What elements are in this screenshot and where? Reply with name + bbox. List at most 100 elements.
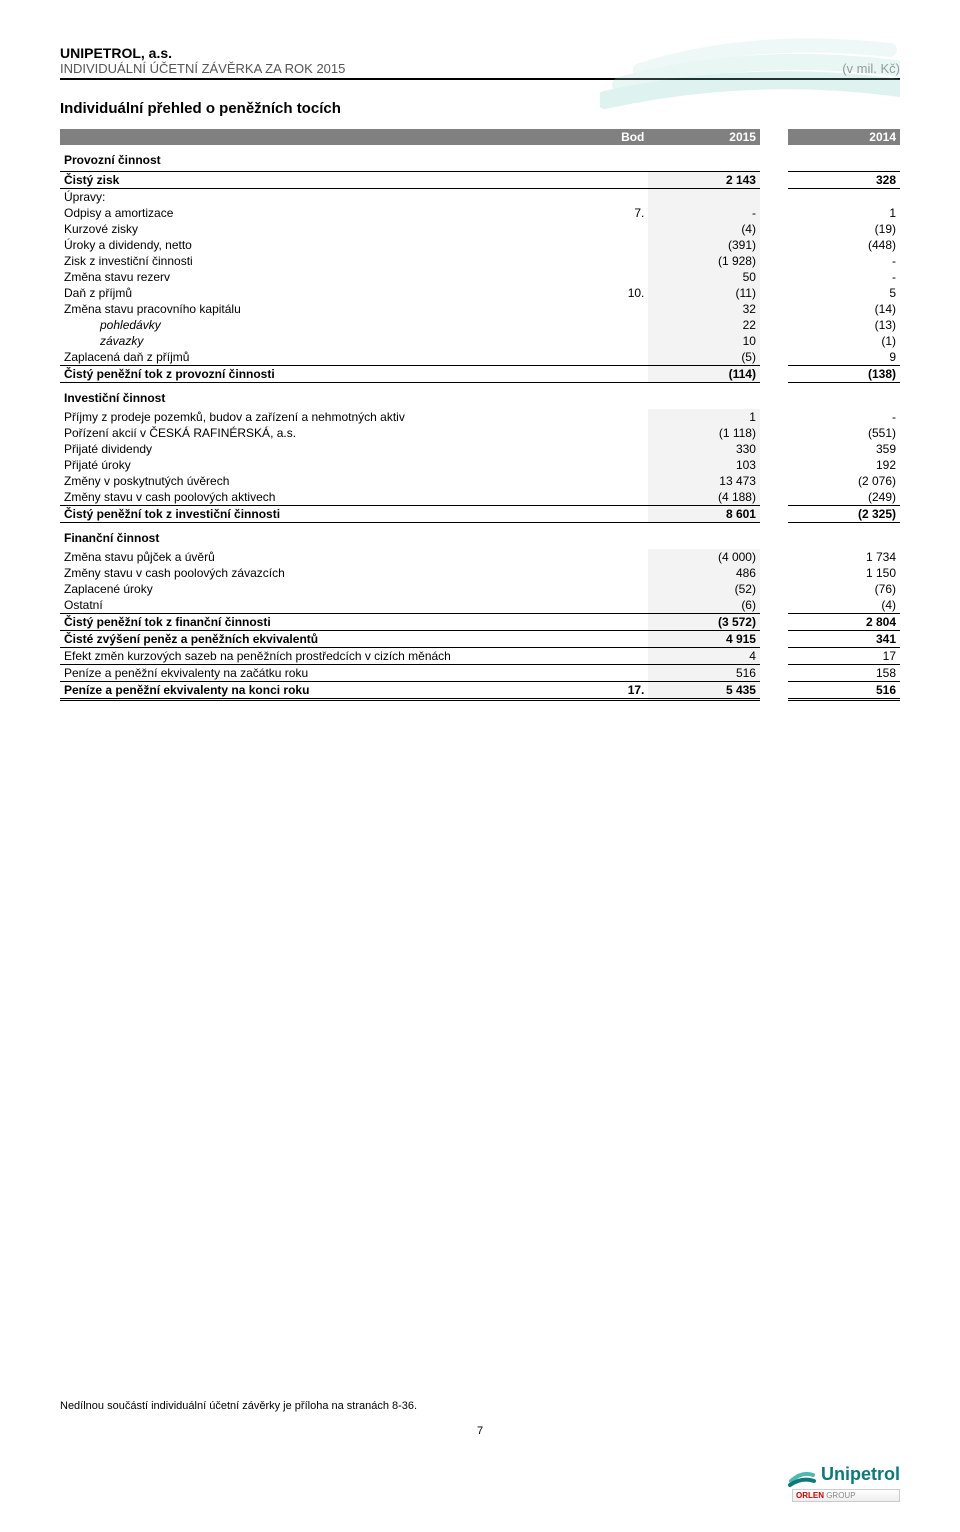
row-bod [588,409,649,425]
row-bod [588,425,649,441]
table-row: Úpravy: [60,189,900,206]
table-row: pohledávky 22 (13) [60,317,900,333]
row-label: Úroky a dividendy, netto [60,237,588,253]
row-2014: 359 [788,441,900,457]
table-row: Čistý peněžní tok z provozní činnosti(11… [60,366,900,383]
row-2014: (13) [788,317,900,333]
row-2015: (5) [648,349,760,366]
row-bod [588,349,649,366]
table-row: Příjmy z prodeje pozemků, budov a zaříze… [60,409,900,425]
table-row: Investiční činnost [60,383,900,410]
table-row: Daň z příjmů10.(11)5 [60,285,900,301]
row-label: Daň z příjmů [60,285,588,301]
row-label: Peníze a peněžní ekvivalenty na začátku … [60,665,588,682]
row-2015: 5 435 [648,682,760,700]
row-2015: 10 [648,333,760,349]
row-label: Kurzové zisky [60,221,588,237]
row-bod [588,301,649,317]
row-2014: 9 [788,349,900,366]
table-row: Změna stavu rezerv50- [60,269,900,285]
row-bod [588,506,649,523]
row-label: Úpravy: [60,189,588,206]
row-2014: (19) [788,221,900,237]
cashflow-table: Bod 2015 2014 Provozní činnostČistý zisk… [60,129,900,701]
row-2015: 4 915 [648,631,760,648]
row-bod [588,549,649,565]
table-row: Čisté zvýšení peněz a peněžních ekvivale… [60,631,900,648]
table-row: Odpisy a amortizace7.-1 [60,205,900,221]
background-logo [600,30,900,110]
row-bod [588,489,649,506]
doc-subtitle: INDIVIDUÁLNÍ ÚČETNÍ ZÁVĚRKA ZA ROK 2015 [60,61,345,76]
row-bod [588,457,649,473]
row-label: Efekt změn kurzových sazeb na peněžních … [60,648,588,665]
row-2015: (11) [648,285,760,301]
row-label: Ostatní [60,597,588,614]
table-row: Úroky a dividendy, netto(391)(448) [60,237,900,253]
row-bod [588,333,649,349]
table-row: Přijaté úroky103192 [60,457,900,473]
row-2015: (114) [648,366,760,383]
row-label: Změna stavu rezerv [60,269,588,285]
row-bod [588,221,649,237]
row-2015 [648,189,760,206]
row-2014: 2 804 [788,614,900,631]
row-2015: (3 572) [648,614,760,631]
row-2014: - [788,409,900,425]
table-row: Pořízení akcií v ČESKÁ RAFINÉRSKÁ, a.s. (… [60,425,900,441]
row-2014: 328 [788,172,900,189]
col-2014-header: 2014 [788,129,900,145]
table-header-row: Bod 2015 2014 [60,129,900,145]
row-bod: 17. [588,682,649,700]
footer-note: Nedílnou součástí individuální účetní zá… [60,1400,417,1412]
row-bod [588,631,649,648]
table-row: Čistý peněžní tok z investiční činnosti8… [60,506,900,523]
row-2015: 4 [648,648,760,665]
row-2014: (249) [788,489,900,506]
table-row: Změna stavu pracovního kapitálu32(14) [60,301,900,317]
row-2014: 1 150 [788,565,900,581]
row-2014: (551) [788,425,900,441]
row-2014: - [788,269,900,285]
row-2015: (6) [648,597,760,614]
row-bod [588,473,649,489]
row-2015: 516 [648,665,760,682]
row-bod [588,366,649,383]
row-label: Peníze a peněžní ekvivalenty na konci ro… [60,682,588,700]
table-row: Čistý peněžní tok z finanční činnosti(3 … [60,614,900,631]
row-label: Změny stavu v cash poolových aktivech [60,489,588,506]
row-bod [588,597,649,614]
row-label: Změny stavu v cash poolových závazcích [60,565,588,581]
row-2015: (1 928) [648,253,760,269]
row-label: závazky [60,333,588,349]
row-2014: (1) [788,333,900,349]
table-row: Změny v poskytnutých úvěrech13 473(2 076… [60,473,900,489]
col-2015-header: 2015 [648,129,760,145]
row-2014: 516 [788,682,900,700]
row-2015: 1 [648,409,760,425]
row-2014: 17 [788,648,900,665]
row-bod: 10. [588,285,649,301]
row-bod [588,614,649,631]
section-label: Provozní činnost [60,145,588,172]
row-2015: (4 000) [648,549,760,565]
row-label: pohledávky [60,317,588,333]
row-label: Přijaté dividendy [60,441,588,457]
row-2015: - [648,205,760,221]
row-label: Změna stavu půjček a úvěrů [60,549,588,565]
row-2015: 22 [648,317,760,333]
row-label: Pořízení akcií v ČESKÁ RAFINÉRSKÁ, a.s. [60,425,588,441]
row-2015: 2 143 [648,172,760,189]
section-label: Investiční činnost [60,383,588,410]
row-2015: (4) [648,221,760,237]
table-row: Ostatní (6) (4) [60,597,900,614]
row-2015: (1 118) [648,425,760,441]
table-row: Provozní činnost [60,145,900,172]
row-label: Čisté zvýšení peněz a peněžních ekvivale… [60,631,588,648]
col-bod-header: Bod [588,129,649,145]
row-2014: (4) [788,597,900,614]
footer-logo: Unipetrol ORLEN GROUP [788,1461,900,1502]
row-2015: 486 [648,565,760,581]
table-row: závazky 10 (1) [60,333,900,349]
table-row: Zaplacené úroky(52)(76) [60,581,900,597]
